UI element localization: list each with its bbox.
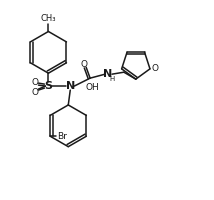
Text: O: O bbox=[81, 60, 88, 69]
Text: O: O bbox=[31, 88, 38, 97]
Text: OH: OH bbox=[85, 83, 99, 92]
Text: S: S bbox=[45, 81, 52, 91]
Text: O: O bbox=[152, 64, 159, 73]
Text: Br: Br bbox=[57, 132, 67, 141]
Text: H: H bbox=[109, 76, 114, 82]
Text: N: N bbox=[66, 81, 75, 91]
Text: N: N bbox=[103, 69, 113, 79]
Text: CH₃: CH₃ bbox=[41, 14, 56, 23]
Text: O: O bbox=[31, 78, 38, 87]
